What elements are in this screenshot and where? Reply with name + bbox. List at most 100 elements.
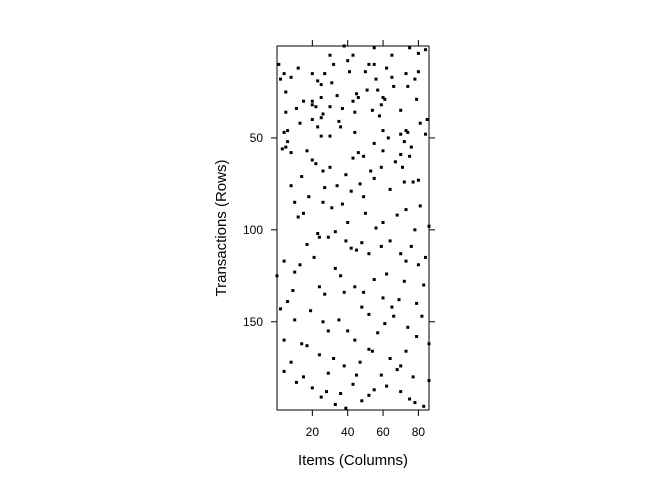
matrix-cell-point xyxy=(374,77,378,81)
matrix-cell-point xyxy=(353,130,357,134)
matrix-cell-point xyxy=(390,75,394,79)
matrix-cell-point xyxy=(296,215,300,219)
data-points xyxy=(275,44,431,410)
matrix-cell-point xyxy=(282,369,286,373)
x-axis-title: Items (Columns) xyxy=(298,452,408,469)
matrix-cell-point xyxy=(310,103,314,107)
matrix-cell-point xyxy=(286,300,290,303)
matrix-cell-point xyxy=(305,243,309,246)
matrix-cell-point xyxy=(339,274,343,278)
matrix-cell-point xyxy=(372,46,376,50)
matrix-cell-point xyxy=(372,141,376,145)
matrix-cell-point xyxy=(328,53,332,57)
matrix-cell-point xyxy=(383,322,387,326)
x-tick-label: 60 xyxy=(376,425,390,439)
matrix-cell-point xyxy=(321,112,325,116)
matrix-cell-point xyxy=(416,263,420,267)
matrix-cell-point xyxy=(279,77,282,81)
matrix-cell-point xyxy=(406,84,410,88)
matrix-cell-point xyxy=(358,360,362,364)
y-tick-label: 100 xyxy=(243,223,263,237)
y-axis-title: Transactions (Rows) xyxy=(213,160,230,297)
matrix-cell-point xyxy=(367,252,371,256)
matrix-cell-point xyxy=(332,357,336,360)
matrix-cell-point xyxy=(326,329,330,333)
matrix-cell-point xyxy=(330,81,334,85)
matrix-cell-point xyxy=(300,175,304,178)
matrix-cell-point xyxy=(317,353,321,357)
matrix-cell-point xyxy=(326,371,330,375)
matrix-cell-point xyxy=(328,165,332,169)
matrix-cell-point xyxy=(277,62,281,66)
matrix-cell-point xyxy=(413,401,417,405)
matrix-cell-point xyxy=(279,307,282,311)
matrix-cell-point xyxy=(317,285,321,289)
matrix-cell-point xyxy=(388,187,392,191)
matrix-cell-point xyxy=(388,239,392,243)
matrix-cell-point xyxy=(310,99,314,103)
matrix-cell-point xyxy=(335,184,339,188)
matrix-cell-point xyxy=(356,151,360,155)
matrix-cell-point xyxy=(367,393,371,397)
matrix-cell-point xyxy=(422,404,426,408)
matrix-cell-point xyxy=(367,62,371,66)
matrix-cell-point xyxy=(404,129,408,133)
matrix-cell-point xyxy=(385,272,389,276)
matrix-cell-point xyxy=(393,160,397,164)
matrix-cell-point xyxy=(358,182,362,186)
matrix-cell-point xyxy=(409,244,413,248)
matrix-cell-point xyxy=(404,259,408,263)
matrix-cell-point xyxy=(381,149,385,153)
matrix-cell-point xyxy=(319,395,323,399)
matrix-cell-point xyxy=(316,79,320,83)
matrix-cell-point xyxy=(284,90,288,94)
matrix-cell-point xyxy=(319,83,323,87)
matrix-cell-point xyxy=(427,342,431,346)
matrix-cell-point xyxy=(379,244,383,248)
matrix-cell-point xyxy=(363,211,367,215)
matrix-cell-point xyxy=(333,266,337,270)
matrix-cell-point xyxy=(420,314,424,318)
matrix-cell-point xyxy=(314,105,318,109)
matrix-cell-point xyxy=(355,248,358,252)
matrix-cell-point xyxy=(395,213,399,217)
matrix-cell-point xyxy=(309,309,313,313)
matrix-cell-point xyxy=(376,331,380,335)
matrix-cell-point xyxy=(406,325,410,329)
matrix-cell-point xyxy=(339,392,343,395)
matrix-cell-point xyxy=(402,140,406,144)
matrix-cell-point xyxy=(294,380,298,384)
matrix-cell-point xyxy=(401,165,404,169)
matrix-cell-point xyxy=(424,48,427,52)
matrix-cell-point xyxy=(323,186,327,190)
matrix-cell-point xyxy=(381,296,385,300)
matrix-cell-point xyxy=(381,221,385,224)
matrix-cell-point xyxy=(349,246,353,250)
matrix-cell-point xyxy=(289,151,293,155)
matrix-cell-point xyxy=(325,390,328,394)
matrix-cell-point xyxy=(418,204,422,208)
matrix-cell-point xyxy=(416,178,420,182)
matrix-cell-point xyxy=(425,118,429,121)
matrix-cell-point xyxy=(351,156,355,160)
matrix-cell-point xyxy=(374,226,378,230)
matrix-cell-point xyxy=(353,285,357,289)
matrix-cell-point xyxy=(321,320,325,324)
matrix-cell-point xyxy=(362,154,366,158)
matrix-cell-point xyxy=(409,145,413,149)
matrix-cell-point xyxy=(310,158,314,162)
matrix-cell-point xyxy=(328,134,332,138)
matrix-cell-point xyxy=(404,208,408,212)
matrix-cell-point xyxy=(316,125,320,129)
matrix-cell-point xyxy=(355,373,358,377)
x-tick-label: 40 xyxy=(341,425,355,439)
matrix-cell-point xyxy=(298,121,302,125)
matrix-cell-point xyxy=(355,92,358,96)
matrix-cell-point xyxy=(390,53,394,57)
x-tick-label: 80 xyxy=(412,425,426,439)
matrix-cell-point xyxy=(395,368,399,372)
matrix-cell-point xyxy=(342,290,346,294)
matrix-cell-point xyxy=(416,51,420,55)
y-tick-label: 150 xyxy=(243,315,263,329)
